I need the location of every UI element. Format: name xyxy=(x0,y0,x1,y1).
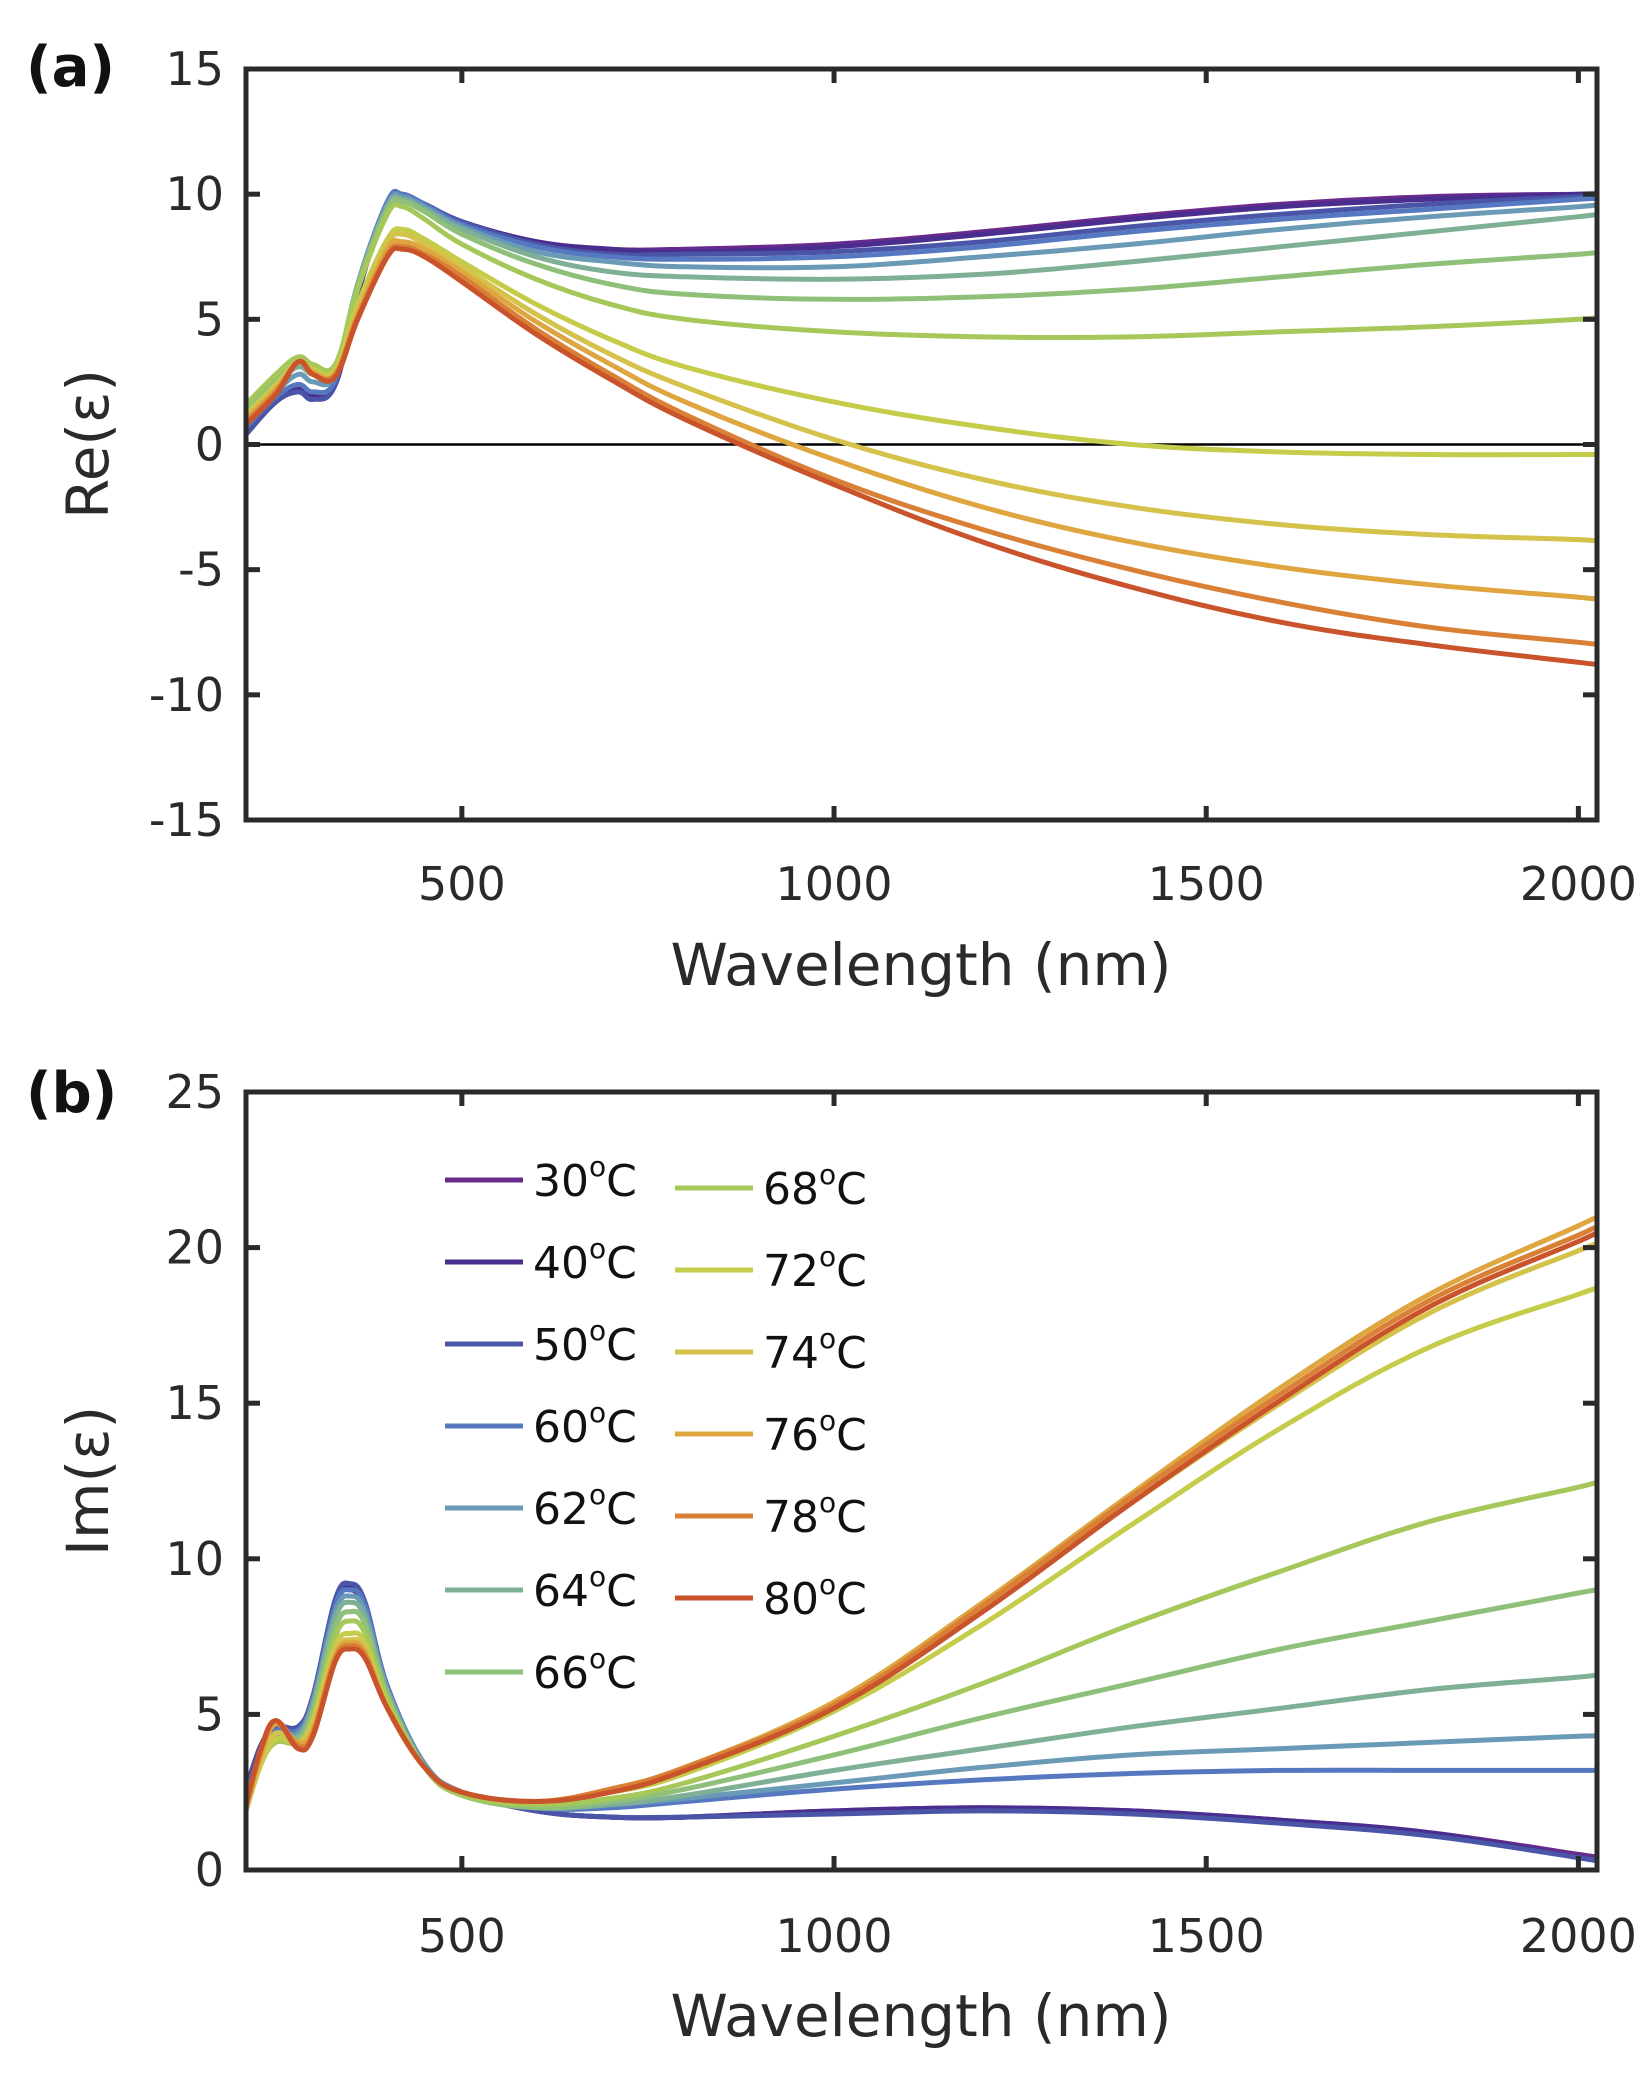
legend-item: 78oC xyxy=(675,1486,867,1543)
legend-item: 50oC xyxy=(445,1314,637,1371)
legend-item: 66oC xyxy=(445,1642,637,1699)
panel-b-series-lines xyxy=(246,1214,1597,1864)
x-tick-label: 2000 xyxy=(1520,857,1637,911)
legend-label: 40oC xyxy=(533,1232,637,1289)
y-tick-label: 20 xyxy=(165,1221,224,1275)
legend-label: 66oC xyxy=(533,1642,637,1699)
legend-label: 68oC xyxy=(763,1158,867,1215)
legend-item: 74oC xyxy=(675,1322,867,1379)
series-line-b-50c xyxy=(246,1580,1597,1864)
legend-label: 74oC xyxy=(763,1322,867,1379)
panel-b-label: (b) xyxy=(26,1061,117,1126)
panel-a-label: (a) xyxy=(26,35,115,100)
legend-item: 80oC xyxy=(675,1568,867,1625)
x-tick-label: 2000 xyxy=(1520,1909,1637,1963)
plot-frame xyxy=(243,1089,1600,1873)
panel-b-axes: 500 1000 1500 2000 0 5 10 15 20 25 xyxy=(165,1065,1636,1963)
legend-item: 62oC xyxy=(445,1478,637,1535)
legend-label: 60oC xyxy=(533,1396,637,1453)
x-tick-label: 500 xyxy=(418,857,506,911)
x-tick-label: 1000 xyxy=(775,857,892,911)
y-tick-label: -15 xyxy=(149,793,224,847)
series-line-b-80c xyxy=(246,1229,1597,1808)
x-tick-label: 500 xyxy=(418,1909,506,1963)
legend-label: 78oC xyxy=(763,1486,867,1543)
panel-b-x-axis-title: Wavelength (nm) xyxy=(670,1982,1171,2050)
legend-item: 30oC xyxy=(445,1150,637,1207)
legend-item: 40oC xyxy=(445,1232,637,1289)
legend-label: 64oC xyxy=(533,1560,637,1617)
x-tick-label: 1500 xyxy=(1148,1909,1265,1963)
y-tick-label: 15 xyxy=(165,1376,224,1430)
legend-item: 64oC xyxy=(445,1560,637,1617)
legend-label: 50oC xyxy=(533,1314,637,1371)
y-tick-label: -5 xyxy=(178,543,224,597)
legend-item: 68oC xyxy=(675,1158,867,1215)
legend-label: 62oC xyxy=(533,1478,637,1535)
y-tick-label: 10 xyxy=(165,167,224,221)
panel-a-re-epsilon: (a) 500 1000 1500 2000 -15 -10 -5 0 5 10 15 Wavele… xyxy=(26,35,1637,999)
legend-label: 30oC xyxy=(533,1150,637,1207)
x-tick-label: 1000 xyxy=(775,1909,892,1963)
y-tick-label: 0 xyxy=(195,1843,224,1897)
y-tick-label: 25 xyxy=(165,1065,224,1119)
y-tick-label: 5 xyxy=(195,292,224,346)
y-tick-label: 15 xyxy=(165,42,224,96)
legend-item: 72oC xyxy=(675,1240,867,1297)
x-tick-label: 1500 xyxy=(1148,857,1265,911)
panel-a-axes: 500 1000 1500 2000 -15 -10 -5 0 5 10 15 xyxy=(149,42,1637,911)
series-line-a-80c xyxy=(246,245,1597,668)
legend-label: 76oC xyxy=(763,1404,867,1461)
y-tick-label: 5 xyxy=(195,1687,224,1741)
series-line-a-60c xyxy=(246,189,1597,430)
legend-label: 80oC xyxy=(763,1568,867,1625)
panel-a-y-axis-title: Re(ε) xyxy=(54,369,122,519)
series-line-a-74c xyxy=(246,231,1597,545)
panel-a-x-axis-title: Wavelength (nm) xyxy=(670,931,1171,999)
series-line-a-66c xyxy=(246,197,1597,415)
series-line-b-76c xyxy=(246,1214,1597,1811)
legend-item: 60oC xyxy=(445,1396,637,1453)
legend-label: 72oC xyxy=(763,1240,867,1297)
panel-b-y-axis-title: Im(ε) xyxy=(54,1406,122,1556)
series-line-b-60c xyxy=(246,1587,1597,1812)
panel-a-series-lines xyxy=(246,188,1597,668)
panel-b-legend: 30oC 40oC 50oC 60oC 62oC 64oC 66oC 68oC 72oC 74oC… xyxy=(445,1150,867,1699)
y-tick-label: -10 xyxy=(149,668,224,722)
legend-item: 76oC xyxy=(675,1404,867,1461)
series-line-a-68c xyxy=(246,202,1597,407)
y-tick-label: 10 xyxy=(165,1532,224,1586)
y-tick-label: 0 xyxy=(195,418,224,472)
